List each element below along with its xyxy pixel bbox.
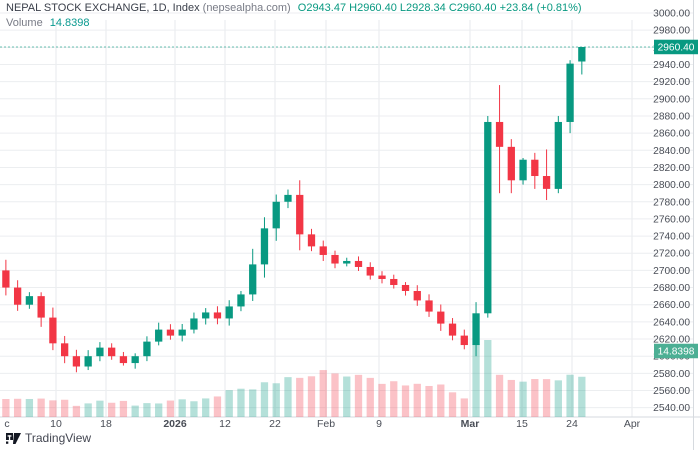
svg-text:2900.00: 2900.00: [653, 94, 690, 105]
svg-text:2560.00: 2560.00: [653, 386, 690, 397]
svg-text:2960.40: 2960.40: [658, 43, 695, 54]
svg-text:2740.00: 2740.00: [653, 232, 690, 243]
svg-text:2640.00: 2640.00: [653, 317, 690, 328]
svg-text:9: 9: [376, 418, 382, 430]
svg-text:2780.00: 2780.00: [653, 197, 690, 208]
svg-text:22: 22: [269, 418, 281, 430]
svg-text:3000.00: 3000.00: [653, 9, 690, 20]
svg-text:c: c: [4, 418, 9, 430]
svg-text:2920.00: 2920.00: [653, 77, 690, 88]
svg-text:2940.00: 2940.00: [653, 60, 690, 71]
svg-text:2700.00: 2700.00: [653, 266, 690, 277]
svg-text:2680.00: 2680.00: [653, 283, 690, 294]
svg-text:2820.00: 2820.00: [653, 163, 690, 174]
svg-text:2880.00: 2880.00: [653, 111, 690, 122]
svg-text:2580.00: 2580.00: [653, 369, 690, 380]
svg-text:Feb: Feb: [317, 418, 335, 430]
svg-text:2800.00: 2800.00: [653, 180, 690, 191]
svg-text:18: 18: [100, 418, 112, 430]
svg-text:2660.00: 2660.00: [653, 300, 690, 311]
svg-text:15: 15: [516, 418, 528, 430]
svg-text:Apr: Apr: [624, 418, 641, 430]
svg-text:2760.00: 2760.00: [653, 214, 690, 225]
svg-text:Mar: Mar: [461, 418, 480, 430]
svg-text:2840.00: 2840.00: [653, 146, 690, 157]
svg-text:24: 24: [566, 418, 578, 430]
svg-text:12: 12: [219, 418, 231, 430]
svg-text:14.8398: 14.8398: [658, 347, 695, 358]
svg-text:2980.00: 2980.00: [653, 26, 690, 37]
svg-text:2860.00: 2860.00: [653, 129, 690, 140]
svg-text:2720.00: 2720.00: [653, 249, 690, 260]
svg-text:2540.00: 2540.00: [653, 403, 690, 414]
svg-text:10: 10: [50, 418, 62, 430]
svg-text:2026: 2026: [163, 418, 187, 430]
